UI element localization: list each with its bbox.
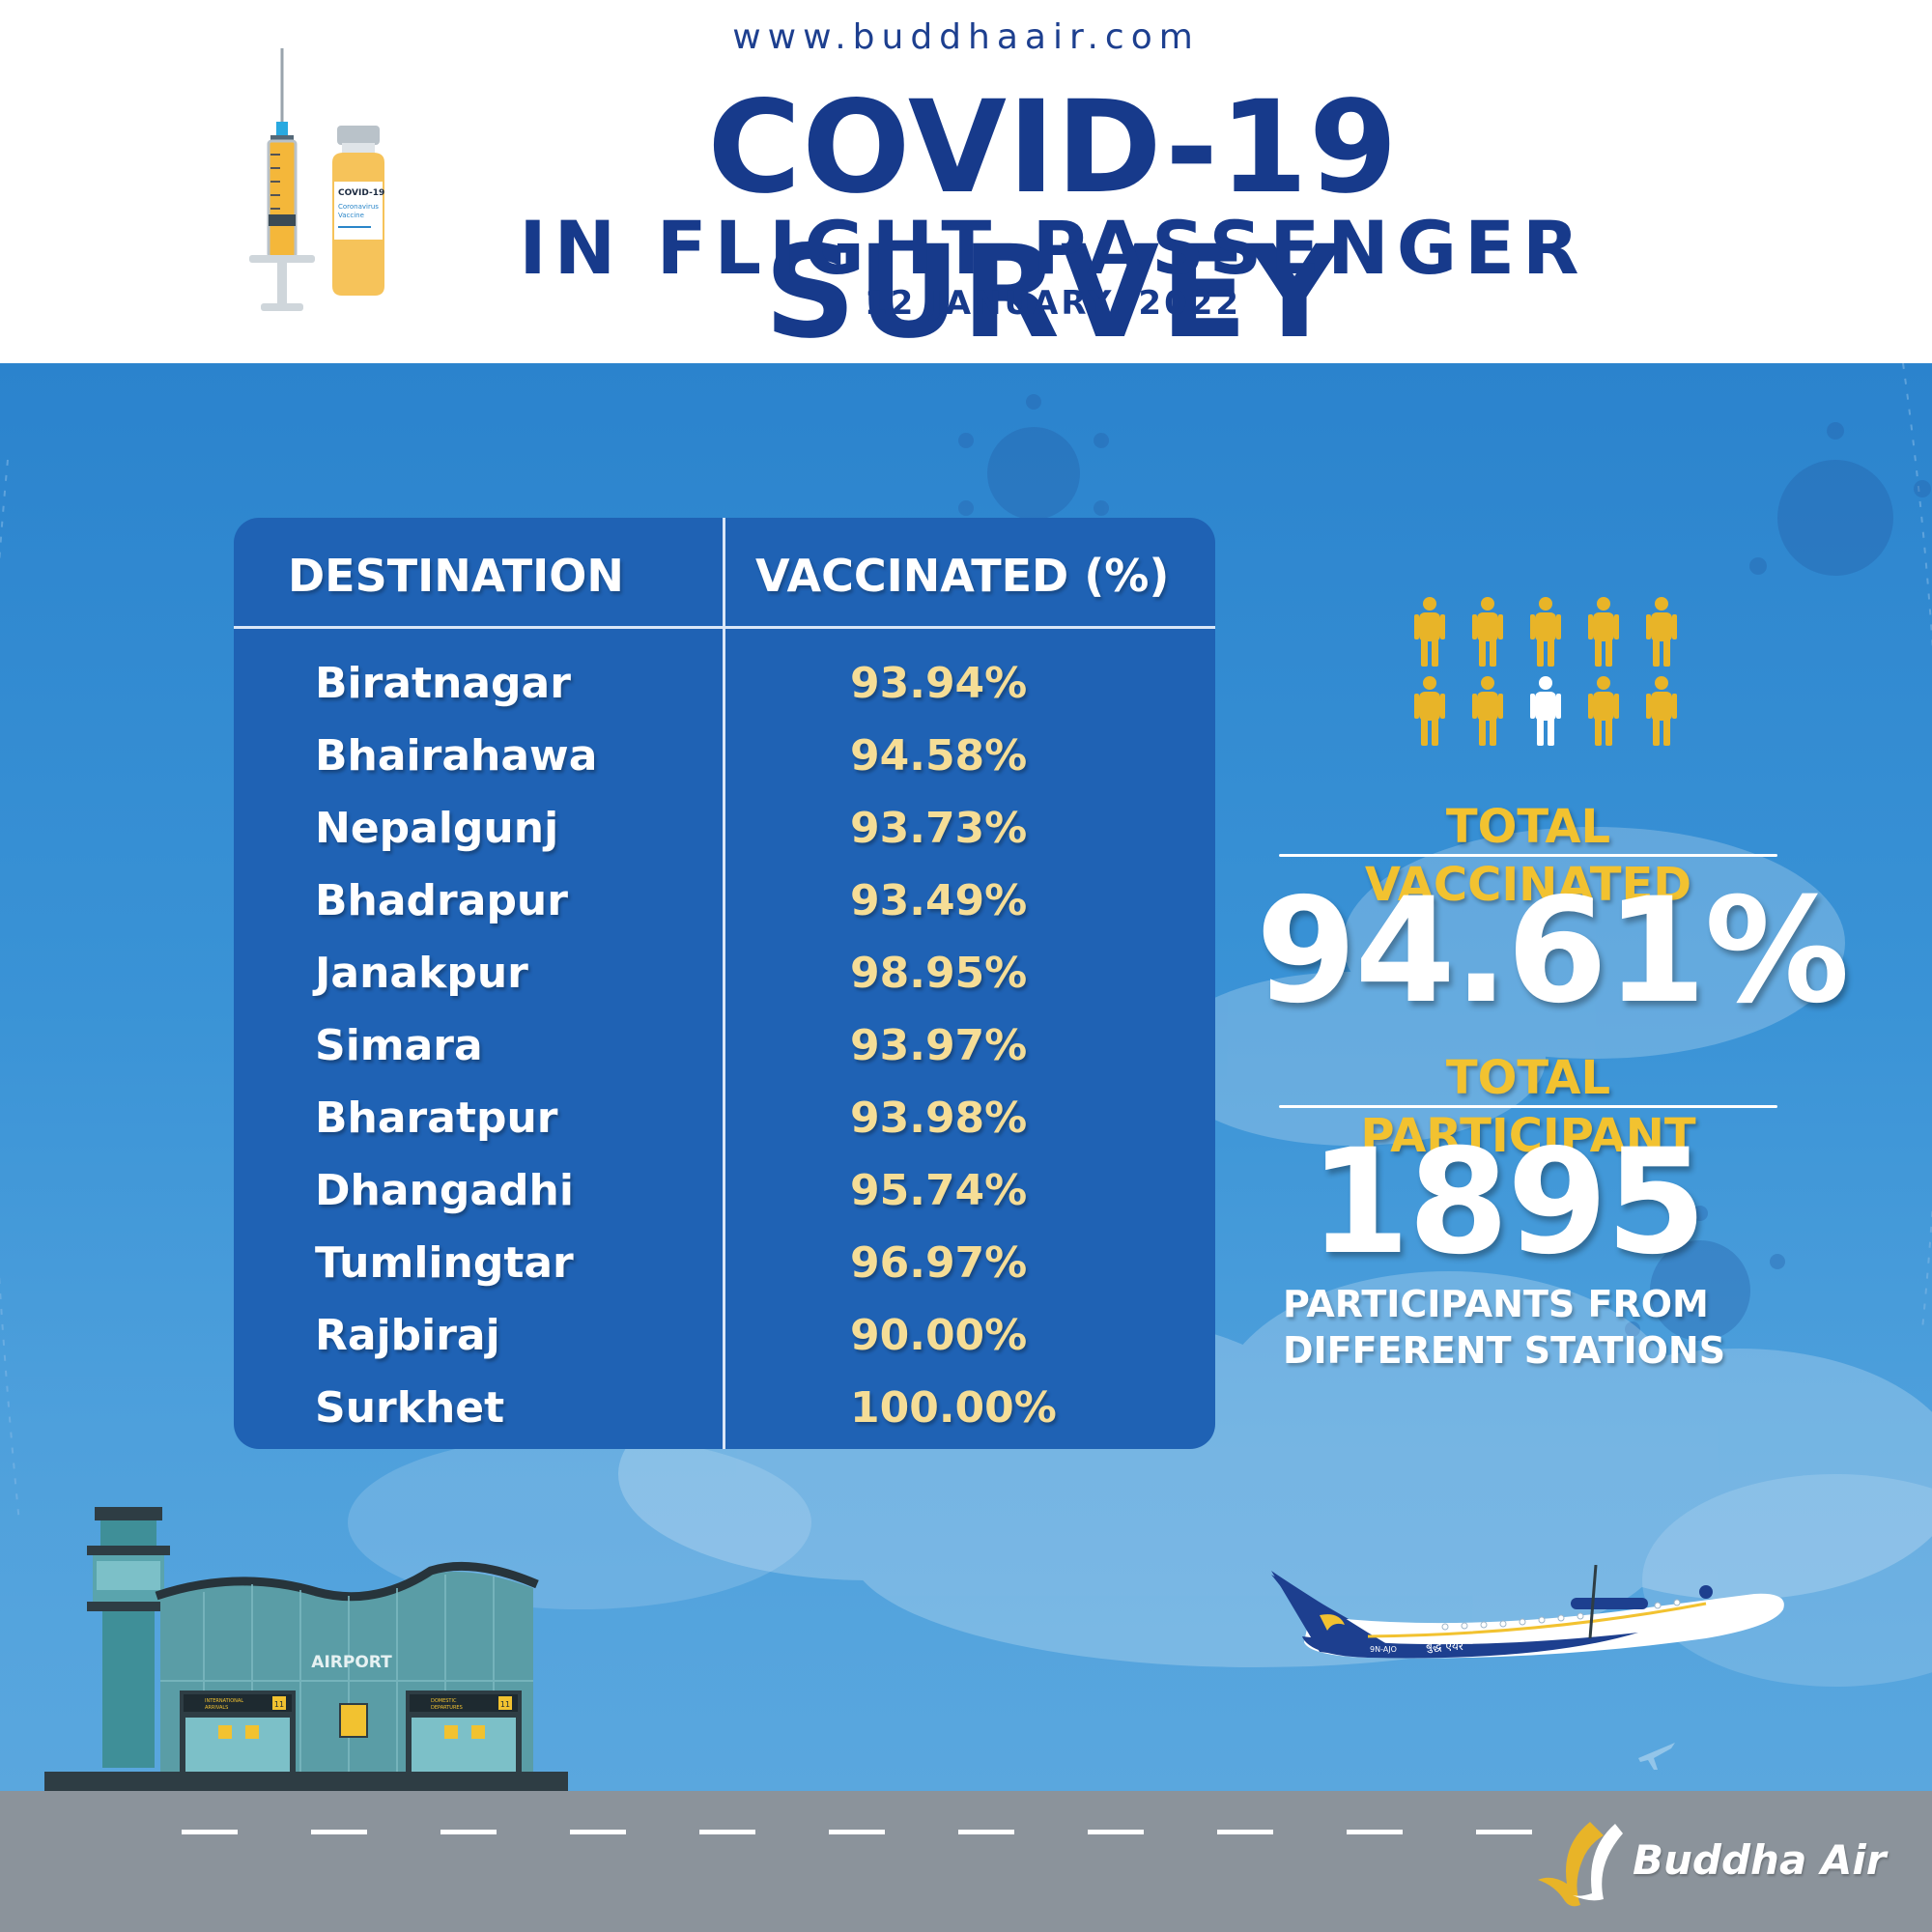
person-icon bbox=[1414, 597, 1445, 667]
total-participant-label: TOTAL PARTICIPANT bbox=[1360, 1051, 1696, 1163]
destination-cell: Bharatpur bbox=[315, 1094, 558, 1143]
destination-cell: Nepalgunj bbox=[315, 804, 559, 853]
destination-cell: Biratnagar bbox=[315, 659, 571, 708]
table-row: Tumlingtar 96.97% bbox=[234, 1227, 1215, 1299]
person-icon bbox=[1414, 676, 1445, 746]
runway bbox=[0, 1791, 1932, 1932]
person-icon bbox=[1530, 676, 1561, 746]
airport-illustration: AIRPORT INTERNATIONAL ARRIVALS 11 DOMEST… bbox=[44, 1507, 568, 1797]
destination-cell: Rajbiraj bbox=[315, 1311, 500, 1360]
svg-text:DEPARTURES: DEPARTURES bbox=[431, 1705, 463, 1711]
person-icon bbox=[1588, 597, 1619, 667]
brand-name: Buddha Air bbox=[1633, 1836, 1887, 1884]
table-row: Rajbiraj 90.00% bbox=[234, 1299, 1215, 1372]
total-participant-value: 1895 bbox=[1309, 1119, 1706, 1287]
table-row: Nepalgunj 93.73% bbox=[234, 792, 1215, 865]
table-row: Janakpur 98.95% bbox=[234, 937, 1215, 1009]
vaccinated-cell: 96.97% bbox=[850, 1238, 1028, 1288]
table-row: Simara 93.97% bbox=[234, 1009, 1215, 1082]
person-icon bbox=[1646, 597, 1677, 667]
plane-livery-text: बुद्ध एयर bbox=[1426, 1639, 1464, 1654]
vaccinated-cell: 93.94% bbox=[850, 659, 1028, 708]
header-divider bbox=[234, 626, 1215, 629]
plane-registration: 9N-AJO bbox=[1370, 1645, 1397, 1654]
participants-note-line2: DIFFERENT STATIONS bbox=[1283, 1329, 1726, 1372]
table-row: Surkhet 100.00% bbox=[234, 1372, 1215, 1444]
total-vaccinated-value: 94.61% bbox=[1256, 867, 1850, 1036]
runway-markings bbox=[182, 1830, 1532, 1834]
page-title: COVID-19 SURVEY bbox=[707, 73, 1399, 367]
site-url[interactable]: www.buddhaair.com bbox=[732, 17, 1200, 57]
destination-cell: Bhadrapur bbox=[315, 876, 568, 925]
destination-cell: Janakpur bbox=[315, 949, 528, 998]
table-row: Bharatpur 93.98% bbox=[234, 1082, 1215, 1154]
svg-text:INTERNATIONAL: INTERNATIONAL bbox=[205, 1698, 243, 1704]
header: www.buddhaair.com COVID-19 Coronavirus bbox=[0, 0, 1932, 367]
table-row: Bhadrapur 93.49% bbox=[234, 865, 1215, 937]
airplane-illustration: 9N-AJO बुद्ध एयर bbox=[1271, 1565, 1784, 1659]
person-icon bbox=[1472, 676, 1503, 746]
svg-text:COVID-19: COVID-19 bbox=[338, 188, 384, 198]
table-row: Bhairahawa 94.58% bbox=[234, 720, 1215, 792]
destination-cell: Dhangadhi bbox=[315, 1166, 574, 1215]
vaccinated-cell: 93.97% bbox=[850, 1021, 1028, 1070]
syringe-and-vaccine-icon: COVID-19 Coronavirus Vaccine bbox=[249, 48, 384, 311]
destination-cell: Bhairahawa bbox=[315, 731, 598, 781]
svg-text:ARRIVALS: ARRIVALS bbox=[205, 1705, 228, 1711]
vaccination-table: DESTINATION VACCINATED (%) Biratnagar 93.… bbox=[234, 518, 1215, 1449]
participants-note-line1: PARTICIPANTS FROM bbox=[1283, 1283, 1709, 1325]
divider bbox=[1279, 854, 1777, 857]
column-divider bbox=[723, 518, 725, 1449]
vaccinated-cell: 98.95% bbox=[850, 949, 1028, 998]
vaccinated-cell: 93.73% bbox=[850, 804, 1028, 853]
vaccinated-cell: 100.00% bbox=[850, 1383, 1057, 1433]
total-vaccinated-label: TOTAL VACCINATED bbox=[1364, 800, 1692, 912]
svg-text:11: 11 bbox=[274, 1700, 284, 1709]
airport-sign: AIRPORT bbox=[311, 1653, 392, 1672]
brand-logo[interactable]: Buddha Air bbox=[1522, 1816, 1909, 1913]
participants-note: PARTICIPANTS FROM DIFFERENT STATIONS bbox=[1283, 1281, 1862, 1374]
table-body: Biratnagar 93.94% Bhairahawa 94.58% Nepalg… bbox=[234, 647, 1215, 1444]
vaccinated-cell: 90.00% bbox=[850, 1311, 1028, 1360]
people-icons bbox=[1414, 597, 1677, 746]
person-icon bbox=[1588, 676, 1619, 746]
destination-cell: Simara bbox=[315, 1021, 483, 1070]
svg-text:11: 11 bbox=[500, 1700, 510, 1709]
destination-cell: Tumlingtar bbox=[315, 1238, 574, 1288]
table-row: Dhangadhi 95.74% bbox=[234, 1154, 1215, 1227]
column-header-vaccinated: VACCINATED (%) bbox=[755, 550, 1170, 602]
vaccinated-cell: 94.58% bbox=[850, 731, 1028, 781]
buddha-air-logo-icon bbox=[1538, 1822, 1623, 1907]
virus-and-cloud-decoration bbox=[0, 363, 1932, 1687]
person-icon bbox=[1646, 676, 1677, 746]
svg-text:Coronavirus: Coronavirus bbox=[338, 203, 379, 211]
page-subtitle: IN FLIGHT PASSENGER bbox=[519, 205, 1587, 291]
divider bbox=[1279, 1105, 1777, 1108]
person-icon bbox=[1530, 597, 1561, 667]
destination-cell: Surkhet bbox=[315, 1383, 505, 1433]
vaccinated-cell: 93.98% bbox=[850, 1094, 1028, 1143]
svg-text:DOMESTIC: DOMESTIC bbox=[431, 1698, 457, 1704]
survey-date: 12 JANUARY, 2022 bbox=[864, 284, 1242, 323]
table-row: Biratnagar 93.94% bbox=[234, 647, 1215, 720]
column-header-destination: DESTINATION bbox=[288, 550, 624, 602]
person-icon bbox=[1472, 597, 1503, 667]
small-plane-icon bbox=[1638, 1743, 1675, 1770]
vaccinated-cell: 93.49% bbox=[850, 876, 1028, 925]
svg-text:Vaccine: Vaccine bbox=[338, 212, 364, 219]
vaccinated-cell: 95.74% bbox=[850, 1166, 1028, 1215]
